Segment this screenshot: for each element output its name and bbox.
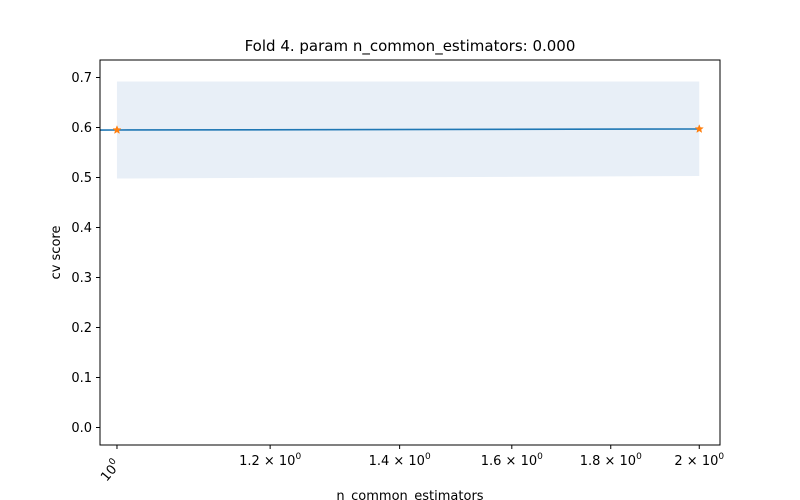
x-tick-exponent: 0 [718, 452, 724, 462]
data-point-marker [694, 124, 704, 133]
mean-score-line [99, 128, 700, 131]
x-tick-exponent: 0 [295, 452, 301, 462]
x-tick-exponent: 0 [107, 456, 119, 467]
y-axis: 0.0 0.1 0.2 0.3 0.4 0.5 0.6 0.7 [71, 71, 100, 436]
y-tick-label: 0.6 [71, 121, 92, 136]
y-axis-label: cv score [49, 226, 64, 280]
y-tick-label: 0.1 [71, 371, 92, 386]
y-tick-label: 0.3 [71, 271, 92, 286]
y-tick-label: 0.7 [71, 71, 92, 86]
x-tick-label: 1.6 × 100 [481, 452, 543, 469]
x-tick-label: 1.4 × 100 [369, 452, 431, 469]
x-tick-exponent: 0 [537, 452, 543, 462]
x-tick-mantissa: 1.6 × 10 [481, 454, 537, 469]
x-tick-mantissa: 10 [98, 462, 120, 484]
x-tick-mantissa: 1.2 × 10 [239, 454, 295, 469]
data-point-marker [112, 125, 122, 134]
x-tick-label: 100 [97, 456, 125, 484]
x-tick-exponent: 0 [636, 452, 642, 462]
y-tick-label: 0.0 [71, 421, 92, 436]
y-tick-label: 0.5 [71, 171, 92, 186]
x-tick-exponent: 0 [425, 452, 431, 462]
x-tick-label: 1.2 × 100 [239, 452, 301, 469]
x-tick-mantissa: 1.8 × 10 [580, 454, 636, 469]
chart-title: Fold 4. param n_common_estimators: 0.000 [245, 37, 576, 56]
plot-frame [99, 59, 721, 446]
plot-area [99, 81, 704, 179]
x-axis: 100 1.2 × 100 1.4 × 100 1.6 × 100 1.8 × 100 2… [97, 445, 724, 485]
x-tick-mantissa: 1.4 × 10 [369, 454, 425, 469]
y-tick-label: 0.2 [71, 321, 92, 336]
x-tick-mantissa: 2 × 10 [674, 454, 718, 469]
y-tick-label: 0.4 [71, 221, 92, 236]
x-axis-label: n_common_estimators [336, 489, 483, 500]
x-tick-label: 1.8 × 100 [580, 452, 642, 469]
x-tick-label: 2 × 100 [674, 452, 724, 469]
